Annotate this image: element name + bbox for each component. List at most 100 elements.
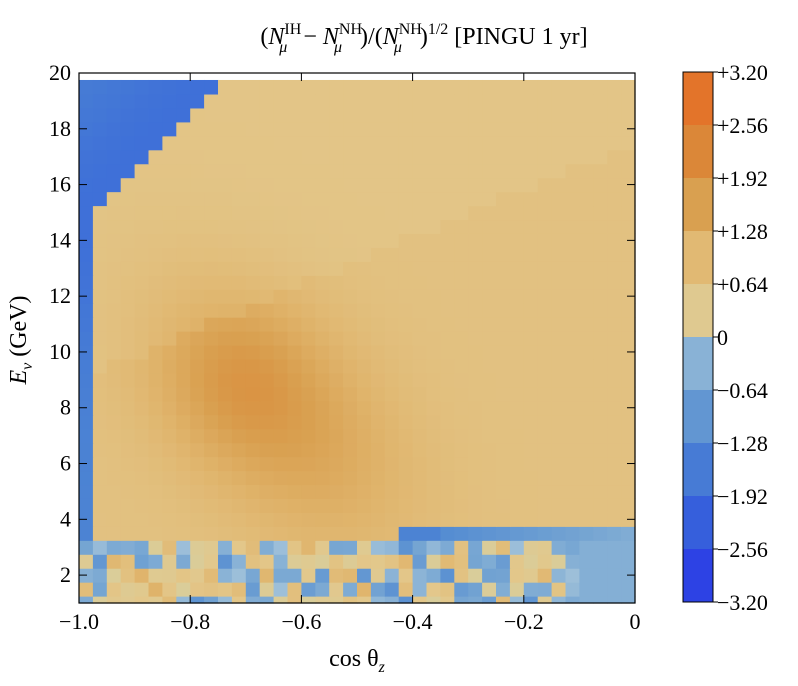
heatmap-cell: [357, 456, 372, 472]
heatmap-cell: [106, 400, 122, 416]
heatmap-cell: [259, 596, 275, 604]
heatmap-cell: [259, 303, 275, 318]
heatmap-cell: [273, 331, 289, 346]
heatmap-cell: [329, 163, 344, 179]
heatmap-cell: [92, 428, 108, 444]
heatmap-cell: [621, 358, 636, 374]
heatmap-cell: [468, 554, 483, 569]
heatmap-cell: [537, 163, 553, 179]
heatmap-cell: [120, 121, 136, 137]
heatmap-cell: [551, 526, 567, 541]
heatmap-cell: [148, 414, 163, 430]
heatmap-cell: [496, 177, 511, 193]
heatmap-cell: [426, 442, 441, 458]
heatmap-cell: [106, 261, 122, 276]
heatmap-cell: [92, 596, 108, 604]
heatmap-cell: [440, 540, 455, 555]
heatmap-cell: [523, 526, 539, 541]
heatmap-cell: [301, 526, 316, 541]
heatmap-cell: [190, 498, 205, 513]
heatmap-cell: [440, 372, 455, 388]
heatmap-cell: [134, 163, 150, 179]
heatmap-cell: [468, 135, 483, 151]
heatmap-cell: [329, 205, 344, 221]
heatmap-cell: [509, 331, 525, 346]
heatmap-cell: [370, 135, 386, 151]
heatmap-cell: [273, 191, 289, 207]
heatmap-cell: [412, 205, 428, 221]
heatmap-cell: [579, 540, 594, 555]
heatmap-cell: [370, 540, 386, 555]
heatmap-cell: [176, 93, 191, 109]
heatmap-cell: [176, 344, 191, 360]
heatmap-cell: [245, 107, 261, 123]
heatmap-cell: [482, 596, 497, 604]
heatmap-cell: [468, 205, 483, 221]
heatmap-cell: [287, 456, 302, 472]
heatmap-cell: [134, 219, 150, 234]
heatmap-cell: [259, 191, 275, 207]
heatmap-cell: [245, 484, 261, 499]
heatmap-cell: [412, 456, 428, 472]
heatmap-cell: [357, 386, 372, 402]
heatmap-cell: [398, 219, 414, 234]
heatmap-cell: [329, 568, 344, 583]
heatmap-cell: [106, 526, 122, 541]
heatmap-cell: [509, 428, 525, 444]
heatmap-cell: [523, 484, 539, 499]
heatmap-cell: [315, 582, 330, 597]
heatmap-cell: [565, 163, 580, 179]
heatmap-cell: [384, 177, 400, 193]
heatmap-cell: [120, 526, 136, 541]
heatmap-cell: [79, 554, 94, 569]
heatmap-cell: [329, 386, 344, 402]
heatmap-cell: [565, 582, 580, 597]
heatmap-cell: [134, 135, 150, 151]
heatmap-cell: [231, 79, 247, 95]
heatmap-cell: [162, 233, 177, 248]
heatmap-cell: [343, 358, 358, 374]
heatmap-cell: [357, 372, 372, 388]
heatmap-cell: [106, 317, 122, 332]
heatmap-cell: [259, 289, 275, 304]
heatmap-cell: [468, 93, 483, 109]
heatmap-cell: [287, 261, 302, 276]
heatmap-cell: [259, 317, 275, 332]
heatmap-cell: [440, 512, 455, 527]
heatmap-cell: [106, 596, 122, 604]
heatmap-cell: [190, 317, 205, 332]
heatmap-cell: [509, 261, 525, 276]
heatmap-cell: [509, 79, 525, 95]
heatmap-cell: [468, 191, 483, 207]
heatmap-cell: [593, 372, 608, 388]
heatmap-cell: [468, 233, 483, 248]
heatmap-cell: [579, 582, 594, 597]
heatmap-cell: [607, 261, 622, 276]
heatmap-cell: [537, 456, 553, 472]
heatmap-cell: [357, 428, 372, 444]
heatmap-cell: [523, 219, 539, 234]
x-tick-label: −0.4: [393, 609, 433, 634]
heatmap-cell: [92, 331, 108, 346]
heatmap-cell: [343, 163, 358, 179]
heatmap-cell: [412, 386, 428, 402]
heatmap-cell: [496, 400, 511, 416]
heatmap-cell: [607, 303, 622, 318]
heatmap-cell: [482, 261, 497, 276]
heatmap-cell: [426, 386, 441, 402]
heatmap-cell: [148, 205, 163, 221]
heatmap-cell: [106, 303, 122, 318]
heatmap-cell: [176, 303, 191, 318]
heatmap-cell: [537, 470, 553, 486]
heatmap-cell: [593, 303, 608, 318]
heatmap-cell: [92, 484, 108, 499]
heatmap-cell: [245, 414, 261, 430]
heatmap-cell: [565, 107, 580, 123]
heatmap-cell: [231, 317, 247, 332]
heatmap-cell: [134, 498, 150, 513]
heatmap-cell: [593, 149, 608, 165]
heatmap-cell: [621, 205, 636, 221]
heatmap-cell: [134, 596, 150, 604]
heatmap-cell: [204, 289, 219, 304]
heatmap-cell: [329, 372, 344, 388]
